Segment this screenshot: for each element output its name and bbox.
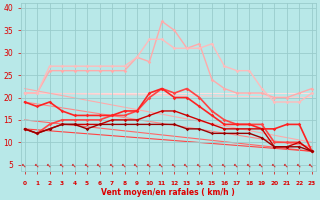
- Text: ↑: ↑: [171, 162, 178, 169]
- Text: ↑: ↑: [84, 162, 91, 169]
- Text: ↑: ↑: [121, 162, 128, 169]
- X-axis label: Vent moyen/en rafales ( km/h ): Vent moyen/en rafales ( km/h ): [101, 188, 235, 197]
- Text: ↑: ↑: [184, 162, 190, 169]
- Text: ↑: ↑: [108, 162, 116, 169]
- Text: ↑: ↑: [308, 162, 315, 169]
- Text: ↑: ↑: [296, 162, 303, 169]
- Text: ↑: ↑: [221, 162, 228, 169]
- Text: ↑: ↑: [246, 162, 253, 169]
- Text: ↑: ↑: [209, 162, 215, 169]
- Text: ↑: ↑: [259, 162, 265, 169]
- Text: ↑: ↑: [159, 162, 165, 169]
- Text: ↑: ↑: [71, 162, 78, 169]
- Text: ↑: ↑: [146, 162, 153, 169]
- Text: ↑: ↑: [271, 162, 278, 169]
- Text: ↑: ↑: [284, 162, 290, 169]
- Text: ↑: ↑: [59, 162, 66, 169]
- Text: ↑: ↑: [234, 162, 240, 169]
- Text: ↑: ↑: [21, 162, 28, 169]
- Text: ↑: ↑: [96, 162, 103, 169]
- Text: ↑: ↑: [34, 162, 41, 169]
- Text: ↑: ↑: [133, 162, 140, 169]
- Text: ↑: ↑: [196, 162, 203, 169]
- Text: ↑: ↑: [46, 162, 53, 169]
